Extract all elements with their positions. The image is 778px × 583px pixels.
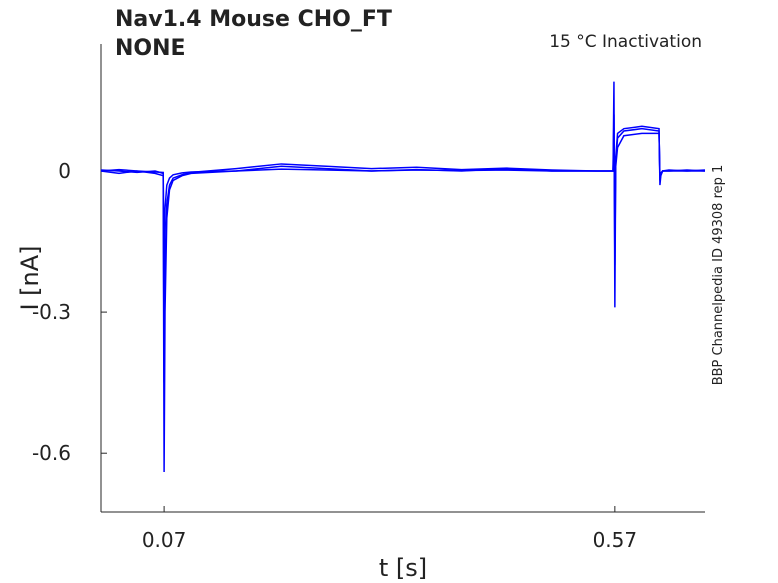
chart-title: Nav1.4 Mouse CHO_FT (115, 7, 392, 32)
y-tick-label: 0 (58, 159, 71, 183)
y-axis-label: I [nA] (16, 245, 44, 310)
x-axis-label: t [s] (379, 554, 427, 582)
x-tick-label: 0.57 (593, 528, 638, 552)
chart-subtitle: NONE (115, 36, 186, 61)
annotation: 15 °C Inactivation (549, 32, 702, 52)
side-note: BBP Channelpedia ID 49308 rep 1 (711, 165, 726, 386)
y-tick-label: -0.6 (32, 441, 71, 465)
y-tick-label: -0.3 (32, 300, 71, 324)
trace-line (100, 132, 706, 266)
x-tick-label: 0.07 (142, 528, 187, 552)
